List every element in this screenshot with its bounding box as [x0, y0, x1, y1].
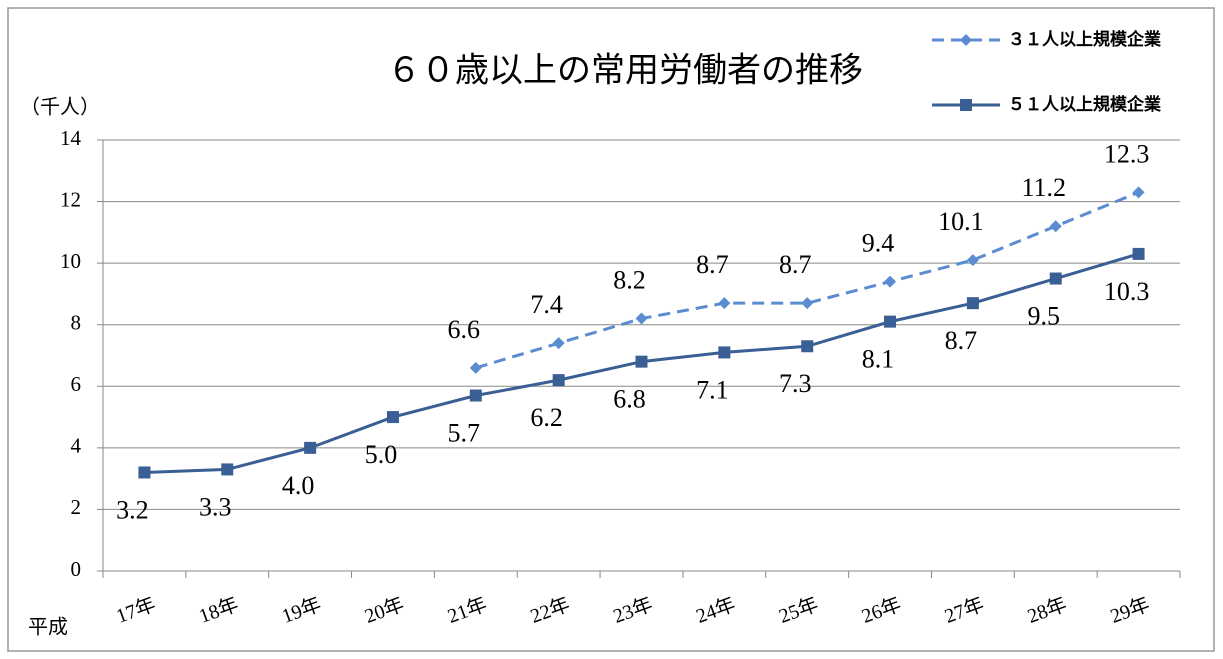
data-label: 3.3 — [199, 492, 232, 521]
data-label: 9.5 — [1027, 302, 1060, 331]
marker — [469, 389, 482, 402]
series-line — [475, 190, 1140, 370]
data-label: 7.1 — [696, 375, 729, 404]
data-label: 7.4 — [530, 290, 563, 319]
y-tick-label: 4 — [71, 434, 82, 458]
data-label: 8.7 — [696, 250, 729, 279]
y-tick-label: 12 — [60, 187, 81, 211]
y-tick-label: 2 — [71, 495, 82, 519]
data-label: 6.2 — [530, 403, 563, 432]
marker — [718, 346, 731, 359]
y-tick-label: 8 — [71, 311, 82, 335]
legend-label: ５１人以上規模企業 — [1008, 94, 1161, 115]
marker — [552, 374, 565, 387]
marker — [718, 297, 731, 310]
data-label: 5.7 — [448, 418, 481, 447]
marker — [966, 297, 979, 310]
data-label: 8.7 — [945, 326, 978, 355]
data-label: 6.6 — [448, 315, 481, 344]
data-label: 7.3 — [779, 369, 812, 398]
data-label: 3.2 — [116, 495, 149, 524]
marker — [884, 315, 897, 328]
marker — [221, 463, 234, 476]
marker — [138, 466, 151, 479]
marker — [1049, 272, 1062, 285]
y-tick-label: 6 — [71, 372, 82, 396]
marker — [801, 340, 814, 353]
marker — [469, 361, 482, 374]
marker — [635, 312, 648, 325]
data-label: 8.2 — [613, 266, 646, 295]
chart-frame — [7, 7, 1215, 652]
data-label: 4.0 — [282, 471, 315, 500]
y-tick-label: 10 — [60, 249, 81, 273]
data-label: 9.4 — [862, 229, 895, 258]
data-label: 8.1 — [862, 345, 895, 374]
legend-label: ３１人以上規模企業 — [1008, 29, 1161, 50]
data-label: 5.0 — [365, 440, 398, 469]
marker — [386, 411, 399, 424]
marker — [1049, 220, 1062, 233]
marker — [801, 297, 814, 310]
data-label: 6.8 — [613, 385, 646, 414]
marker — [1132, 247, 1145, 260]
marker — [884, 275, 897, 288]
x-axis-label: 平成 — [28, 615, 68, 639]
marker — [552, 337, 565, 350]
marker — [1132, 186, 1145, 199]
marker — [960, 99, 972, 111]
data-label: 11.2 — [1021, 173, 1066, 202]
y-axis-label: （千人） — [20, 95, 100, 119]
chart-title: ６０歳以上の常用労働者の推移 — [387, 51, 863, 91]
data-label: 10.3 — [1104, 277, 1150, 306]
marker — [966, 254, 979, 267]
marker — [304, 441, 317, 454]
y-tick-label: 0 — [71, 557, 82, 581]
data-label: 8.7 — [779, 250, 812, 279]
y-tick-label: 14 — [60, 126, 82, 150]
marker — [635, 355, 648, 368]
data-label: 10.1 — [938, 207, 984, 236]
marker — [960, 34, 972, 46]
data-label: 12.3 — [1104, 139, 1150, 168]
